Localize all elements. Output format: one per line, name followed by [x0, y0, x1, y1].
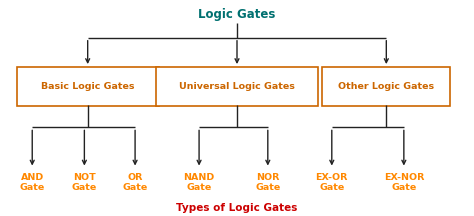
Text: Universal Logic Gates: Universal Logic Gates	[179, 82, 295, 91]
Text: Basic Logic Gates: Basic Logic Gates	[41, 82, 135, 91]
Text: NAND
Gate: NAND Gate	[183, 173, 215, 192]
Text: Types of Logic Gates: Types of Logic Gates	[176, 203, 298, 213]
FancyBboxPatch shape	[322, 67, 450, 106]
Text: EX-OR
Gate: EX-OR Gate	[316, 173, 348, 192]
Text: OR
Gate: OR Gate	[122, 173, 148, 192]
FancyBboxPatch shape	[17, 67, 159, 106]
Text: NOT
Gate: NOT Gate	[72, 173, 97, 192]
Text: AND
Gate: AND Gate	[19, 173, 45, 192]
FancyBboxPatch shape	[156, 67, 318, 106]
Text: EX-NOR
Gate: EX-NOR Gate	[383, 173, 424, 192]
Text: Other Logic Gates: Other Logic Gates	[338, 82, 434, 91]
Text: Logic Gates: Logic Gates	[198, 8, 276, 21]
Text: NOR
Gate: NOR Gate	[255, 173, 281, 192]
